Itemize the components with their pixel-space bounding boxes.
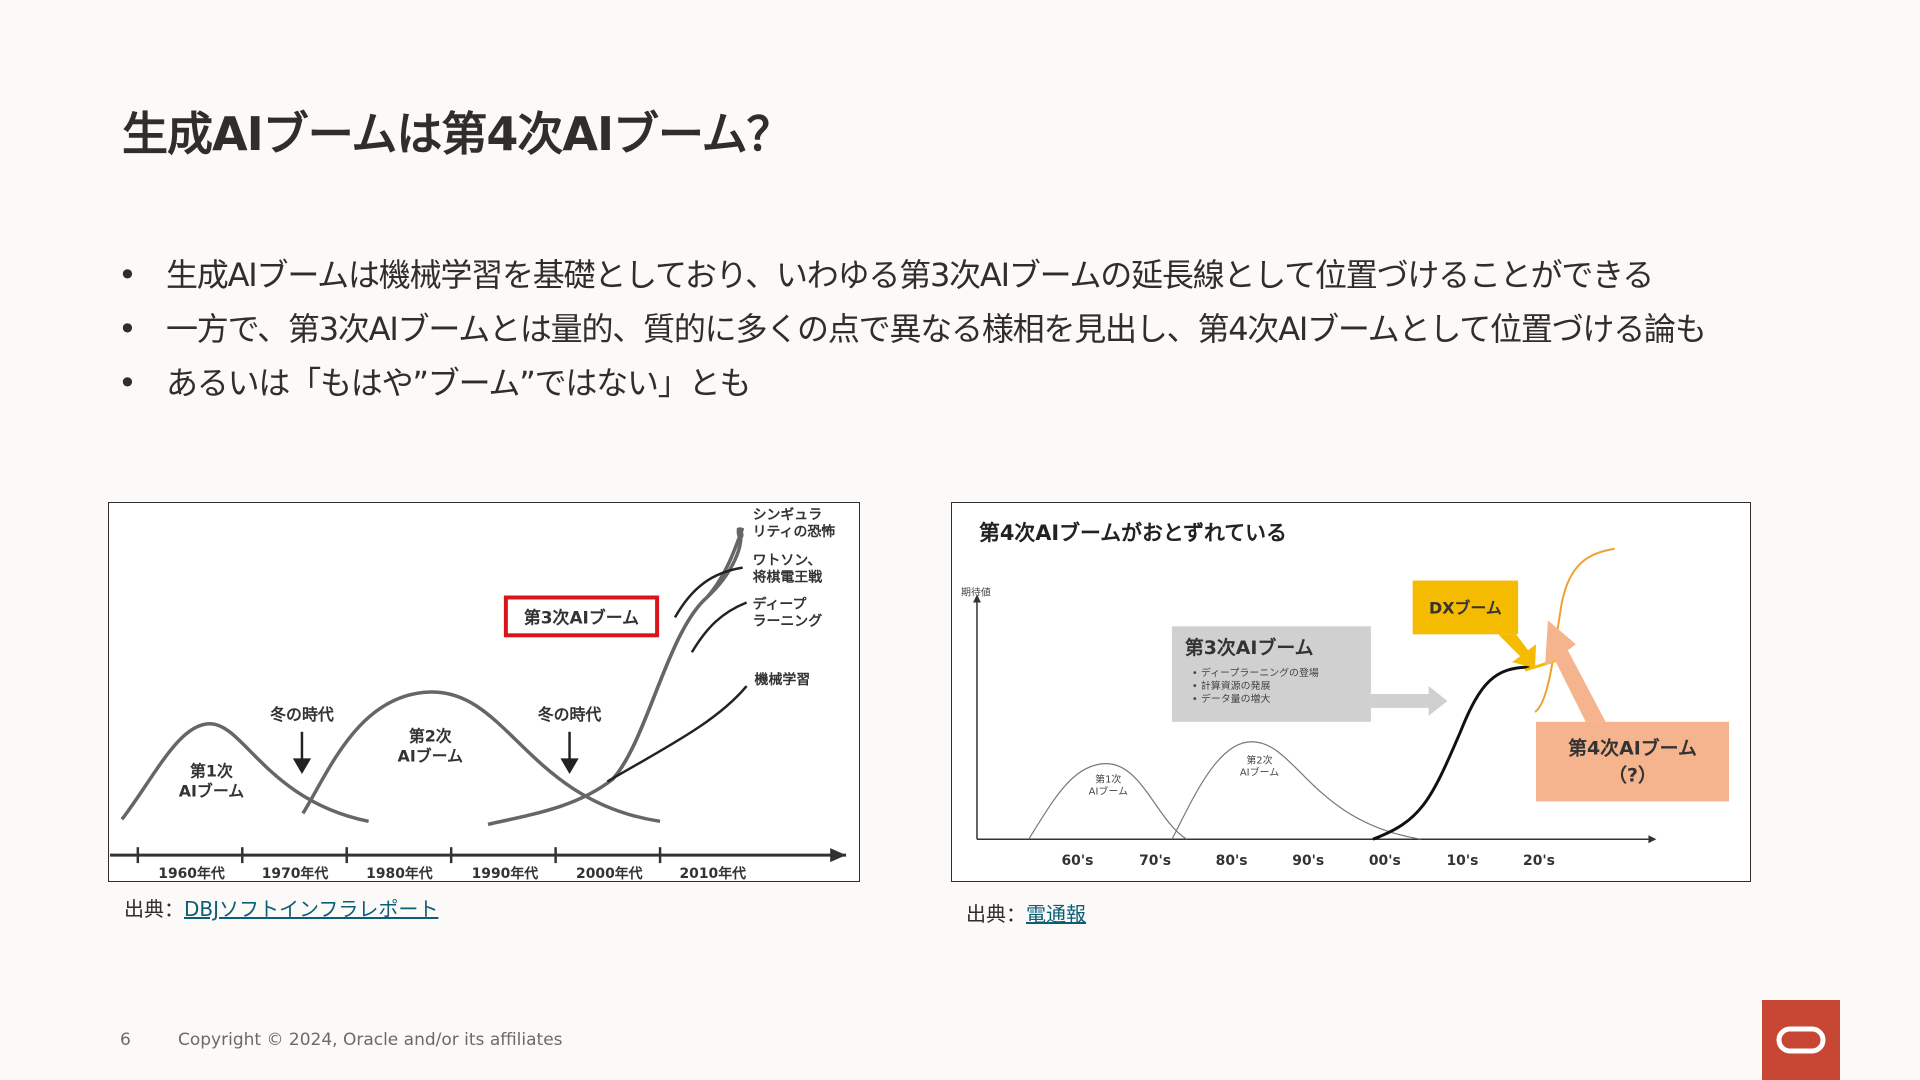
source-link[interactable]: 電通報 [1026,902,1086,926]
boom3-label: 第3次AIブーム [524,607,639,627]
axis-ticks [136,847,662,864]
decade-label: 90's [1292,853,1324,869]
decade-label: 00's [1369,853,1401,869]
watson-curve [673,566,743,619]
down-arrow-icon [292,758,312,775]
boom1-curve [1028,763,1188,840]
boom1-curve [120,722,369,824]
decade-label: 2010年代 [680,865,747,881]
bullet-item: 一方で、第3次AIブームとは量的、質的に多くの点で異なる様相を見出し、第4次AI… [118,302,1707,356]
boom1-label: AIブーム [179,781,245,800]
boom4-curve [1534,547,1615,713]
boom2-label: 第2次 [409,727,452,746]
decade-label: 70's [1139,853,1171,869]
decade-label: 10's [1446,853,1478,869]
boom2-label: AIブーム [1240,766,1279,779]
y-axis-arrow [973,594,981,603]
decade-label: 1980年代 [366,865,433,881]
x-axis-arrow [1648,835,1657,844]
right-arrow-icon [1370,686,1448,716]
bullet-item: 生成AIブームは機械学習を基礎としており、いわゆる第3次AIブームの延長線として… [118,248,1706,302]
boom4-arrow-icon [1544,620,1606,722]
winter-label: 冬の時代 [538,705,602,724]
ai-boom-figure: 第4次AIブームがおとずれている 期待値 60's 70's 80's 90's… [951,502,1751,882]
y-axis-label: 期待値 [961,586,991,599]
decade-label: 60's [1062,853,1094,869]
machine-learning-label: 機械学習 [755,671,811,688]
machine-learning-curve [606,685,748,783]
source-citation: 出典：DBJソフトインフラレポート [124,893,438,922]
boom4-label: 第4次AIブーム [1568,737,1697,760]
dx-box [1412,580,1519,635]
deep-learning-label: ラーニング [753,612,823,629]
oracle-logo-icon [1762,1000,1840,1080]
boom3-item: • 計算資源の発展 [1192,679,1271,692]
boom1-label: 第1次 [190,762,233,781]
bullet-list: 生成AIブームは機械学習を基礎としており、いわゆる第3次AIブームの延長線として… [118,248,1707,410]
boom3-curve [1372,665,1531,841]
source-prefix: 出典： [124,897,184,921]
singularity-label: リティの恐怖 [753,523,836,540]
boom3-curve [487,526,744,827]
source-link[interactable]: DBJソフトインフラレポート [184,897,439,921]
deep-learning-curve [690,601,748,653]
boom3-item: • ディープラーニングの登場 [1192,666,1319,679]
decade-label: 1960年代 [158,865,225,881]
oracle-logo-shape [1776,1026,1826,1054]
boom2-label: 第2次 [1246,754,1272,767]
dx-arrow-icon [1498,634,1537,669]
ai-history-figure: 1960年代 1970年代 1980年代 1990年代 2000年代 2010年… [108,502,860,882]
page-number: 6 [120,1030,131,1050]
decade-label: 20's [1523,853,1555,869]
boom3-item: • データ量の増大 [1192,692,1271,705]
singularity-label: シンギュラ [753,506,823,523]
boom2-label: AIブーム [398,747,464,766]
source-prefix: 出典： [966,902,1026,926]
boom2-curve [301,690,661,824]
deep-learning-label: ディープ [753,595,807,612]
dx-label: DXブーム [1429,598,1502,617]
boom1-label: AIブーム [1089,784,1128,797]
boom4-label: （?） [1608,764,1657,787]
singularity-curve [611,527,745,781]
winter-label: 冬の時代 [270,705,334,724]
boom3-highlight-box [503,595,660,638]
boom2-curve [1171,741,1421,840]
boom1-label: 第1次 [1095,773,1121,786]
decade-label: 1970年代 [262,865,329,881]
decade-label: 2000年代 [576,865,643,881]
decade-label: 1990年代 [472,865,539,881]
source-citation: 出典：電通報 [966,898,1086,927]
decade-label: 80's [1216,853,1248,869]
boom4-box [1536,721,1729,802]
watson-label: ワトソン、 [753,553,822,569]
slide-title: 生成AIブームは第4次AIブーム？ [122,107,793,161]
boom3-box [1171,626,1371,722]
down-arrow-icon [560,758,579,775]
ai-history-diagram: 1960年代 1970年代 1980年代 1990年代 2000年代 2010年… [109,506,847,881]
figure-title: 第4次AIブームがおとずれている [979,521,1287,545]
copyright: Copyright © 2024, Oracle and/or its affi… [178,1030,563,1050]
watson-label: 将棋電王戦 [753,569,823,586]
boom3-title: 第3次AIブーム [1185,636,1314,659]
axis-arrow [830,848,847,863]
bullet-item: あるいは「もはや”ブーム”ではない」とも [118,356,1706,410]
ai-boom-diagram: 第4次AIブームがおとずれている 期待値 60's 70's 80's 90's… [961,521,1729,869]
